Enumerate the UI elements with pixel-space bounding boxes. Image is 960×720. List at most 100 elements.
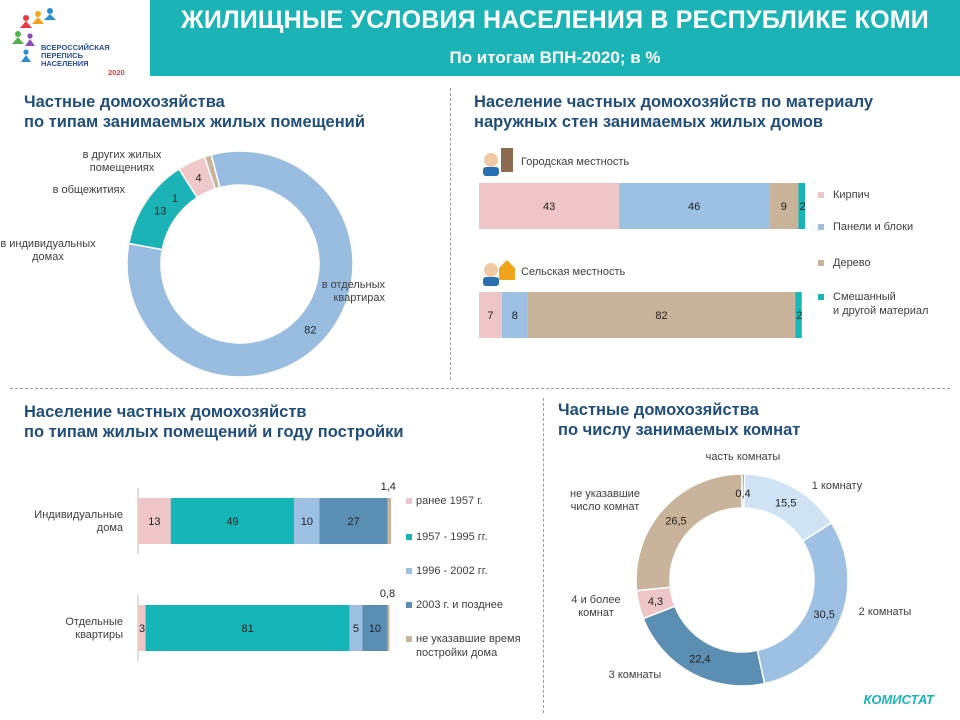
bar-segment xyxy=(387,498,392,544)
slice-value-label: 4,3 xyxy=(648,596,663,608)
legend-swatch xyxy=(406,636,412,642)
legend-swatch xyxy=(818,294,824,300)
category-label: Индивидуальные xyxy=(34,509,123,521)
slice-value-label: 26,5 xyxy=(665,515,686,527)
divider-vertical-bottom xyxy=(543,398,544,713)
slice-category-label: 1 комнату xyxy=(812,480,863,492)
logo-line-3: НАСЕЛЕНИЯ xyxy=(41,59,89,68)
divider-vertical-top xyxy=(450,88,451,380)
legend-label: ранее 1957 г. xyxy=(416,495,483,507)
house-icon xyxy=(499,260,515,280)
divider-horizontal xyxy=(10,388,950,389)
donut-slice xyxy=(635,473,743,592)
bar-value-label: 3 xyxy=(139,623,145,635)
bar-segment xyxy=(387,605,390,651)
section-title-construction-year: Население частных домохозяйств по типам … xyxy=(24,402,404,442)
bar-value-label: 5 xyxy=(353,623,359,635)
slice-category-label: квартирах xyxy=(334,292,386,304)
bar-segment xyxy=(501,292,528,338)
slice-category-label: 4 и более xyxy=(571,594,620,606)
bar-segment xyxy=(319,498,388,544)
slice-value-label: 13 xyxy=(154,206,166,218)
bar-value-label: 10 xyxy=(369,623,381,635)
section-title-line: наружных стен занимаемых жилых домов xyxy=(474,113,824,131)
bar-segment xyxy=(619,183,770,229)
donut-slice xyxy=(177,155,217,199)
bar-segment xyxy=(479,292,502,338)
wall-material-bar-chart: Городская местность 43 46 9 2 Сельская местно… xyxy=(479,148,928,338)
section-title-wall-material: Население частных домохозяйств по матери… xyxy=(474,92,873,132)
donut-slice xyxy=(642,605,766,687)
slice-category-label: домах xyxy=(32,251,64,263)
legend-label: постройки дома xyxy=(416,647,498,659)
bar-value-label: 8 xyxy=(512,310,518,322)
legend-label: Панели и блоки xyxy=(833,221,913,233)
slice-category-label: в индивидуальных xyxy=(0,238,96,250)
person-icon xyxy=(484,153,498,167)
bar-segment xyxy=(769,183,799,229)
section-title-line: по типам занимаемых жилых помещений xyxy=(24,113,365,131)
slice-category-label: в других жилых xyxy=(83,149,162,161)
slice-category-label: 3 комнаты xyxy=(609,669,662,681)
logo-line-1: ВСЕРОССИЙСКАЯ xyxy=(41,43,110,52)
building-icon xyxy=(501,148,513,172)
logo-figures-icon xyxy=(12,8,56,62)
category-label: Городская местность xyxy=(521,156,629,168)
bar-value-label: 2 xyxy=(796,310,802,322)
legend-label: Кирпич xyxy=(833,189,870,201)
bar-segment xyxy=(138,605,146,651)
slice-category-label: 2 комнаты xyxy=(859,606,912,618)
bar-value-label: 1,4 xyxy=(381,481,396,493)
slice-category-label: число комнат xyxy=(571,501,640,513)
section-title-line: Население частных домохозяйств по матери… xyxy=(474,93,874,111)
legend-swatch xyxy=(406,602,412,608)
bar-value-label: 82 xyxy=(655,310,667,322)
slice-category-label: часть комнаты xyxy=(706,451,781,463)
bar-value-label: 46 xyxy=(688,201,700,213)
header-banner: ЖИЛИЩНЫЕ УСЛОВИЯ НАСЕЛЕНИЯ В РЕСПУБЛИКЕ … xyxy=(150,0,960,76)
legend-swatch xyxy=(818,224,824,230)
slice-category-label: в общежитиях xyxy=(53,184,126,196)
bar-segment xyxy=(362,605,388,651)
section-title-rooms: Частные домохозяйства по числу занимаемы… xyxy=(558,400,800,440)
bar-segment xyxy=(798,183,805,229)
category-label: Сельская местность xyxy=(521,266,625,278)
legend-label: 1996 - 2002 гг. xyxy=(416,565,488,577)
bar-value-label: 7 xyxy=(487,310,493,322)
slice-category-label: комнат xyxy=(578,607,614,619)
category-label: квартиры xyxy=(75,629,123,641)
legend-label: не указавшие время xyxy=(416,633,521,645)
rooms-donut-chart: 15,5 30,5 22,4 4,3 26,5 0,4 часть комнаты 1 ком… xyxy=(570,451,912,687)
slice-category-label: в отдельных xyxy=(322,279,386,291)
section-title-dwelling-types: Частные домохозяйства по типам занимаемы… xyxy=(24,92,365,132)
slice-value-label: 0,4 xyxy=(735,488,750,500)
slice-category-label: помещениях xyxy=(90,162,155,174)
bar-value-label: 49 xyxy=(226,516,238,528)
bar-segment xyxy=(527,292,796,338)
donut-slice xyxy=(126,150,354,378)
bar-value-label: 13 xyxy=(148,516,160,528)
legend-swatch xyxy=(406,568,412,574)
bar-segment xyxy=(170,498,295,544)
section-title-line: Население частных домохозяйств xyxy=(24,403,307,421)
person-icon xyxy=(484,263,498,277)
category-label: дома xyxy=(97,522,124,534)
legend-label: Смешанный xyxy=(833,291,896,303)
person-icon xyxy=(483,167,499,176)
slice-value-label: 15,5 xyxy=(775,498,796,510)
slice-category-label: не указавшие xyxy=(570,488,640,500)
legend-swatch xyxy=(818,192,824,198)
legend-label: и другой материал xyxy=(833,305,928,317)
bar-value-label: 81 xyxy=(241,623,253,635)
legend-swatch xyxy=(406,498,412,504)
slice-value-label: 22,4 xyxy=(689,653,710,665)
bar-value-label: 0,8 xyxy=(380,588,395,600)
section-title-line: Частные домохозяйства xyxy=(558,401,759,419)
census-logo: ВСЕРОССИЙСКАЯ ПЕРЕПИСЬ НАСЕЛЕНИЯ 2020 xyxy=(8,6,144,77)
bar-value-label: 10 xyxy=(301,516,313,528)
legend-label: 2003 г. и позднее xyxy=(416,599,503,611)
donut-slice xyxy=(756,521,849,685)
legend-swatch xyxy=(406,534,412,540)
